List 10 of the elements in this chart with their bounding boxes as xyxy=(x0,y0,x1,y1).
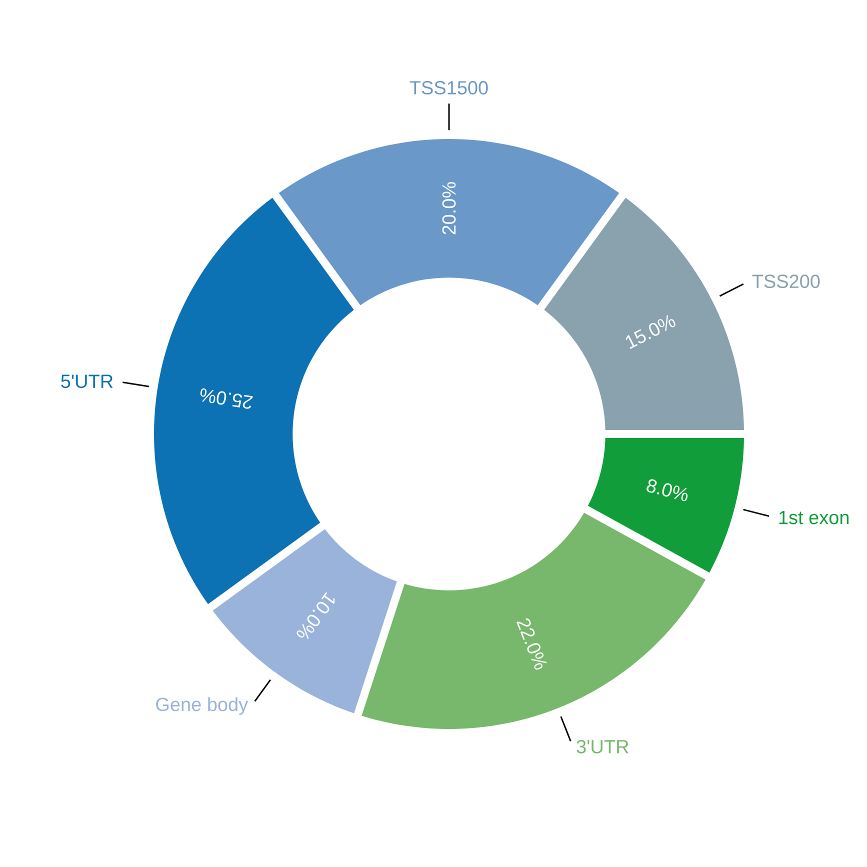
slice-label: TSS200 xyxy=(752,274,820,288)
data-label: 22.0% xyxy=(516,618,547,670)
slice-label: 1st exon xyxy=(779,511,849,524)
slice-label: 5'UTR xyxy=(61,374,113,388)
data-label: 20.0% xyxy=(442,182,456,234)
slice-label: 3'UTR xyxy=(576,740,628,754)
slice-label: TSS1500 xyxy=(410,81,488,94)
data-label: 8.0% xyxy=(646,479,688,502)
data-label: 25.0% xyxy=(200,388,253,409)
slice-label: Gene body xyxy=(156,697,248,715)
